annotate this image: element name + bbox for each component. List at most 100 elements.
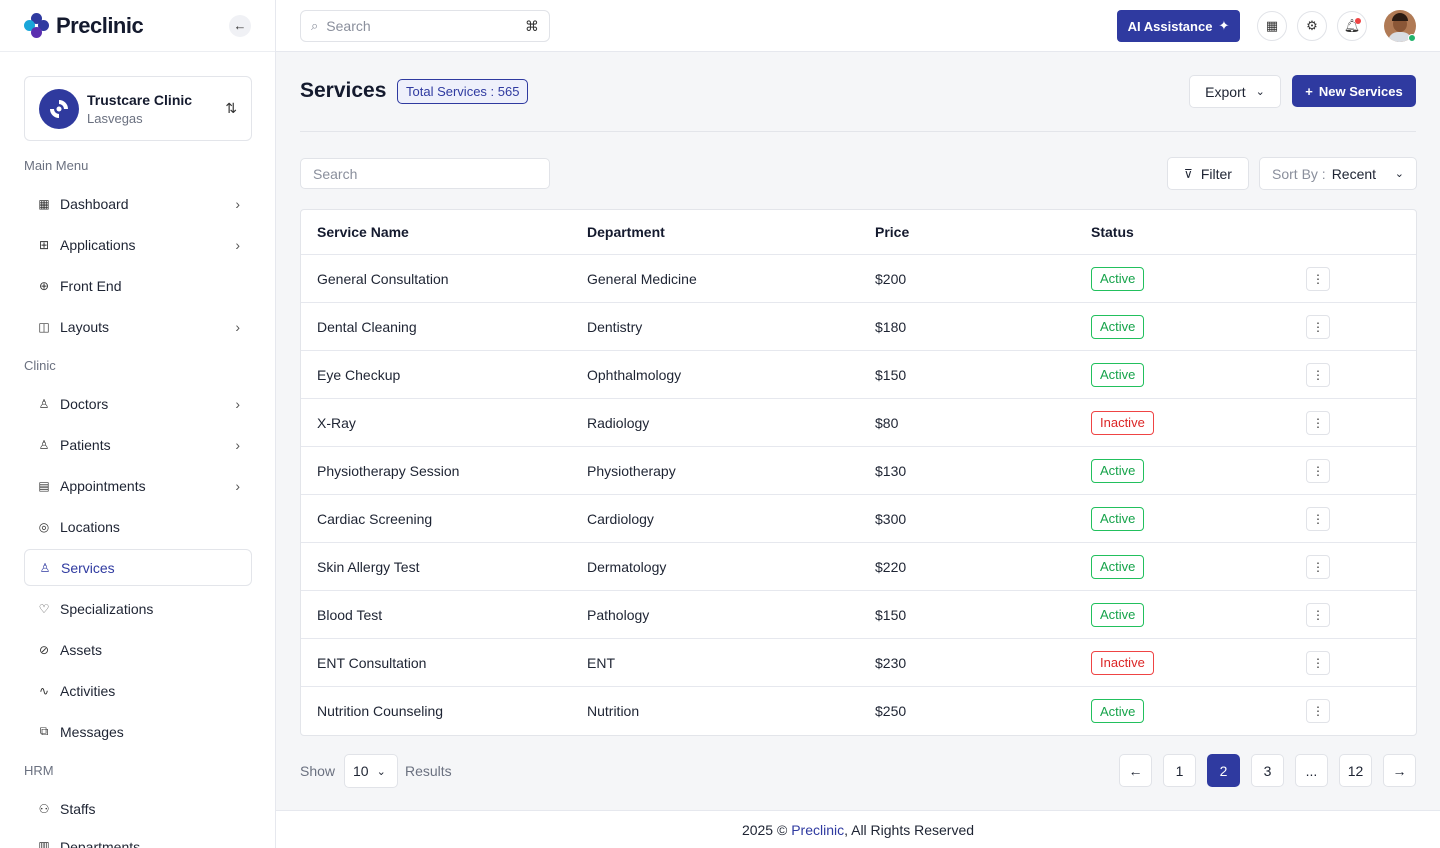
building-icon: ▥ <box>38 839 50 848</box>
globe-icon: ⊕ <box>38 278 50 293</box>
clinic-switcher[interactable]: Trustcare Clinic Lasvegas ⇅ <box>24 76 252 141</box>
filter-icon: ⊽ <box>1184 166 1193 181</box>
sidebar-item-patients[interactable]: ♙ Patients › <box>24 426 252 463</box>
cell-service-name: Blood Test <box>317 606 383 623</box>
menu-section-hrm: HRM <box>24 763 54 778</box>
row-actions-button[interactable]: ⋮ <box>1306 410 1330 435</box>
sidebar-item-label: Applications <box>60 236 136 253</box>
cell-price: $220 <box>875 558 907 575</box>
chevron-right-icon: › <box>235 318 240 335</box>
notifications-button[interactable]: 🔔︎ <box>1337 11 1367 41</box>
table-row: Dental Cleaning Dentistry $180 Active ⋮ <box>301 303 1416 351</box>
chevron-right-icon: › <box>235 236 240 253</box>
sidebar-item-layouts[interactable]: ◫ Layouts › <box>24 308 252 345</box>
table-row: Cardiac Screening Cardiology $300 Active ⋮ <box>301 495 1416 543</box>
more-vertical-icon: ⋮ <box>1312 655 1324 670</box>
row-actions-button[interactable]: ⋮ <box>1306 699 1330 723</box>
row-actions-button[interactable]: ⋮ <box>1306 650 1330 675</box>
footer-brand-link[interactable]: Preclinic <box>791 822 845 838</box>
header-divider <box>300 131 1416 132</box>
search-placeholder: Search <box>326 18 371 34</box>
cell-department: Nutrition <box>587 703 640 719</box>
page-button-12[interactable]: 12 <box>1339 754 1372 787</box>
sidebar-item-departments[interactable]: ▥ Departments <box>24 831 252 848</box>
sidebar-item-front-end[interactable]: ⊕ Front End <box>24 267 252 304</box>
sidebar-item-messages[interactable]: ⧉ Messages <box>24 713 252 750</box>
arrow-right-icon: → <box>1392 762 1407 779</box>
grid-icon: ▦ <box>38 196 50 211</box>
sidebar-item-services[interactable]: ♙ Services <box>24 549 252 586</box>
per-page-select[interactable]: 10 ⌄ <box>344 754 398 788</box>
table-row: Nutrition Counseling Nutrition $250 Active ⋮ <box>301 687 1416 735</box>
cell-price: $150 <box>875 606 907 623</box>
next-page-button[interactable]: → <box>1383 754 1416 787</box>
stethoscope-icon: ♡ <box>38 601 50 616</box>
sidebar-item-label: Patients <box>60 436 111 453</box>
column-header-department[interactable]: Department <box>587 224 665 240</box>
table-row: Skin Allergy Test Dermatology $220 Active ⋮ <box>301 543 1416 591</box>
chevron-right-icon: › <box>235 477 240 494</box>
table-header-row: Service Name Department Price Status <box>301 210 1416 255</box>
sidebar-item-assets[interactable]: ⊘ Assets <box>24 631 252 668</box>
sort-dropdown[interactable]: Sort By : Recent ⌄ <box>1259 157 1417 190</box>
users-icon: ⚇ <box>38 801 50 816</box>
cell-department: Pathology <box>587 606 650 623</box>
more-vertical-icon: ⋮ <box>1312 271 1324 286</box>
ai-assistance-button[interactable]: AI Assistance ✦ <box>1117 10 1240 42</box>
sidebar-item-activities[interactable]: ∿ Activities <box>24 672 252 709</box>
row-actions-button[interactable]: ⋮ <box>1306 458 1330 483</box>
page-button-2[interactable]: 2 <box>1207 754 1240 787</box>
arrow-left-icon: ← <box>1128 762 1143 779</box>
sidebar-item-locations[interactable]: ◎ Locations <box>24 508 252 545</box>
chevron-right-icon: › <box>235 195 240 212</box>
column-header-status[interactable]: Status <box>1091 224 1134 240</box>
more-vertical-icon: ⋮ <box>1312 559 1324 574</box>
services-search-input[interactable]: Search <box>300 158 550 189</box>
notification-dot <box>1355 18 1361 24</box>
column-header-service-name[interactable]: Service Name <box>317 224 409 240</box>
row-actions-button[interactable]: ⋮ <box>1306 602 1330 627</box>
cell-price: $200 <box>875 270 907 287</box>
row-actions-button[interactable]: ⋮ <box>1306 554 1330 579</box>
sidebar-item-appointments[interactable]: ▤ Appointments › <box>24 467 252 504</box>
export-button[interactable]: Export ⌄ <box>1189 75 1281 108</box>
row-actions-button[interactable]: ⋮ <box>1306 506 1330 531</box>
footer-suffix: , All Rights Reserved <box>844 822 975 838</box>
chevron-right-icon: › <box>235 395 240 412</box>
plus-icon: + <box>1305 83 1313 99</box>
status-badge: Active <box>1091 362 1145 387</box>
brand-name: Preclinic <box>56 12 144 38</box>
global-search-input[interactable]: ⌕ Search ⌘ <box>300 10 550 42</box>
filter-button[interactable]: ⊽ Filter <box>1167 157 1249 190</box>
collapse-sidebar-button[interactable]: ← <box>229 14 251 37</box>
status-badge: Inactive <box>1091 410 1154 435</box>
sidebar-item-doctors[interactable]: ♙ Doctors › <box>24 385 252 422</box>
chevron-right-icon: › <box>235 436 240 453</box>
sidebar-item-specializations[interactable]: ♡ Specializations <box>24 590 252 627</box>
new-services-label: New Services <box>1318 83 1403 99</box>
sidebar-item-dashboard[interactable]: ▦ Dashboard › <box>24 185 252 222</box>
page-ellipsis[interactable]: ... <box>1295 754 1328 787</box>
gear-icon: ⚙ <box>1306 18 1318 33</box>
message-icon: ⧉ <box>39 724 49 738</box>
sidebar-item-label: Services <box>61 559 115 576</box>
row-actions-button[interactable]: ⋮ <box>1306 314 1330 339</box>
status-badge: Active <box>1091 554 1145 579</box>
page-button-1[interactable]: 1 <box>1163 754 1196 787</box>
footer-prefix: 2025 © <box>741 822 792 838</box>
row-actions-button[interactable]: ⋮ <box>1306 266 1330 291</box>
sidebar-item-applications[interactable]: ⊞ Applications › <box>24 226 252 263</box>
logo-row: Preclinic ← <box>0 0 275 52</box>
column-header-price[interactable]: Price <box>875 224 910 240</box>
page-button-3[interactable]: 3 <box>1251 754 1284 787</box>
cell-service-name: Nutrition Counseling <box>317 703 444 719</box>
sidebar-item-staffs[interactable]: ⚇ Staffs <box>24 790 252 827</box>
row-actions-button[interactable]: ⋮ <box>1306 362 1330 387</box>
prev-page-button[interactable]: ← <box>1119 754 1152 787</box>
calendar-button[interactable]: ▦ <box>1257 11 1287 41</box>
settings-button[interactable]: ⚙ <box>1297 11 1327 41</box>
more-vertical-icon: ⋮ <box>1312 367 1324 382</box>
status-badge: Active <box>1091 699 1145 723</box>
new-services-button[interactable]: + New Services <box>1292 75 1416 107</box>
cell-service-name: X-Ray <box>317 414 356 431</box>
